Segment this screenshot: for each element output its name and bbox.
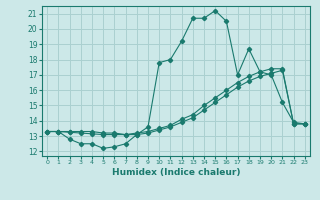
X-axis label: Humidex (Indice chaleur): Humidex (Indice chaleur) <box>112 168 240 177</box>
